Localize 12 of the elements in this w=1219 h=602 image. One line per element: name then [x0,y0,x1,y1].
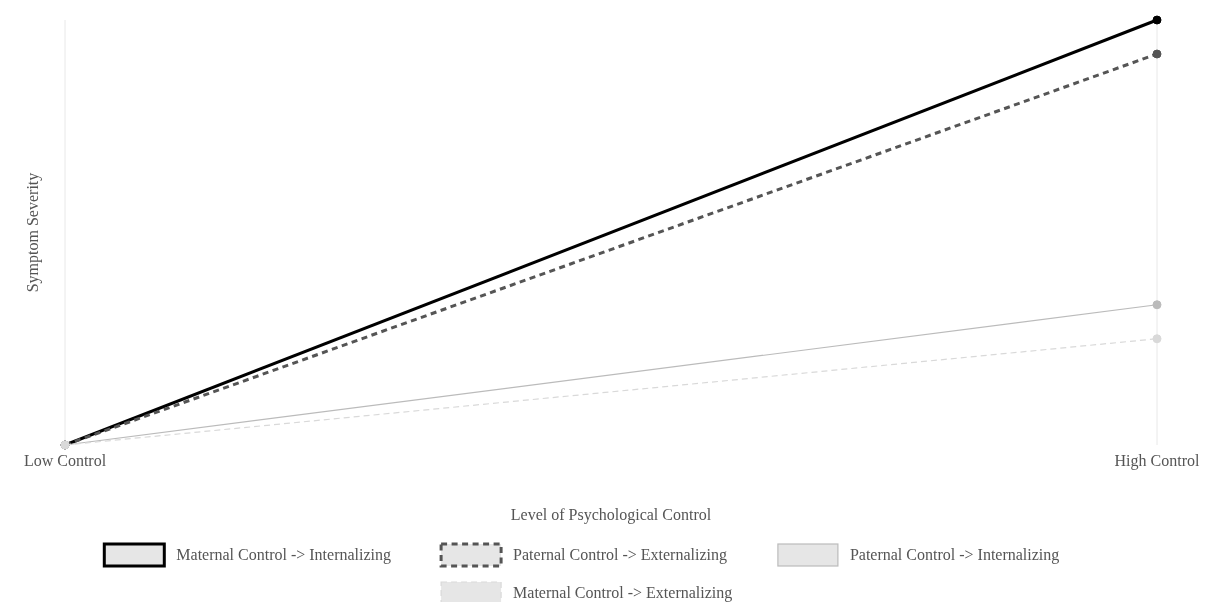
point [1152,334,1162,344]
legend-label: Paternal Control -> Internalizing [849,546,1060,564]
point [1152,49,1162,59]
legend-label: Maternal Control -> Externalizing [513,584,733,602]
legend-label: Paternal Control -> Externalizing [513,546,727,564]
legend-label: Maternal Control -> Internalizing [176,546,392,564]
point [1152,300,1162,310]
point [1152,15,1162,25]
x-tick-label: High Control [1114,451,1200,470]
x-tick-label: Low Control [23,451,107,469]
y-axis-title: Symptom Severity [24,172,42,293]
x-axis-title: Level of Psychological Control [510,506,712,524]
